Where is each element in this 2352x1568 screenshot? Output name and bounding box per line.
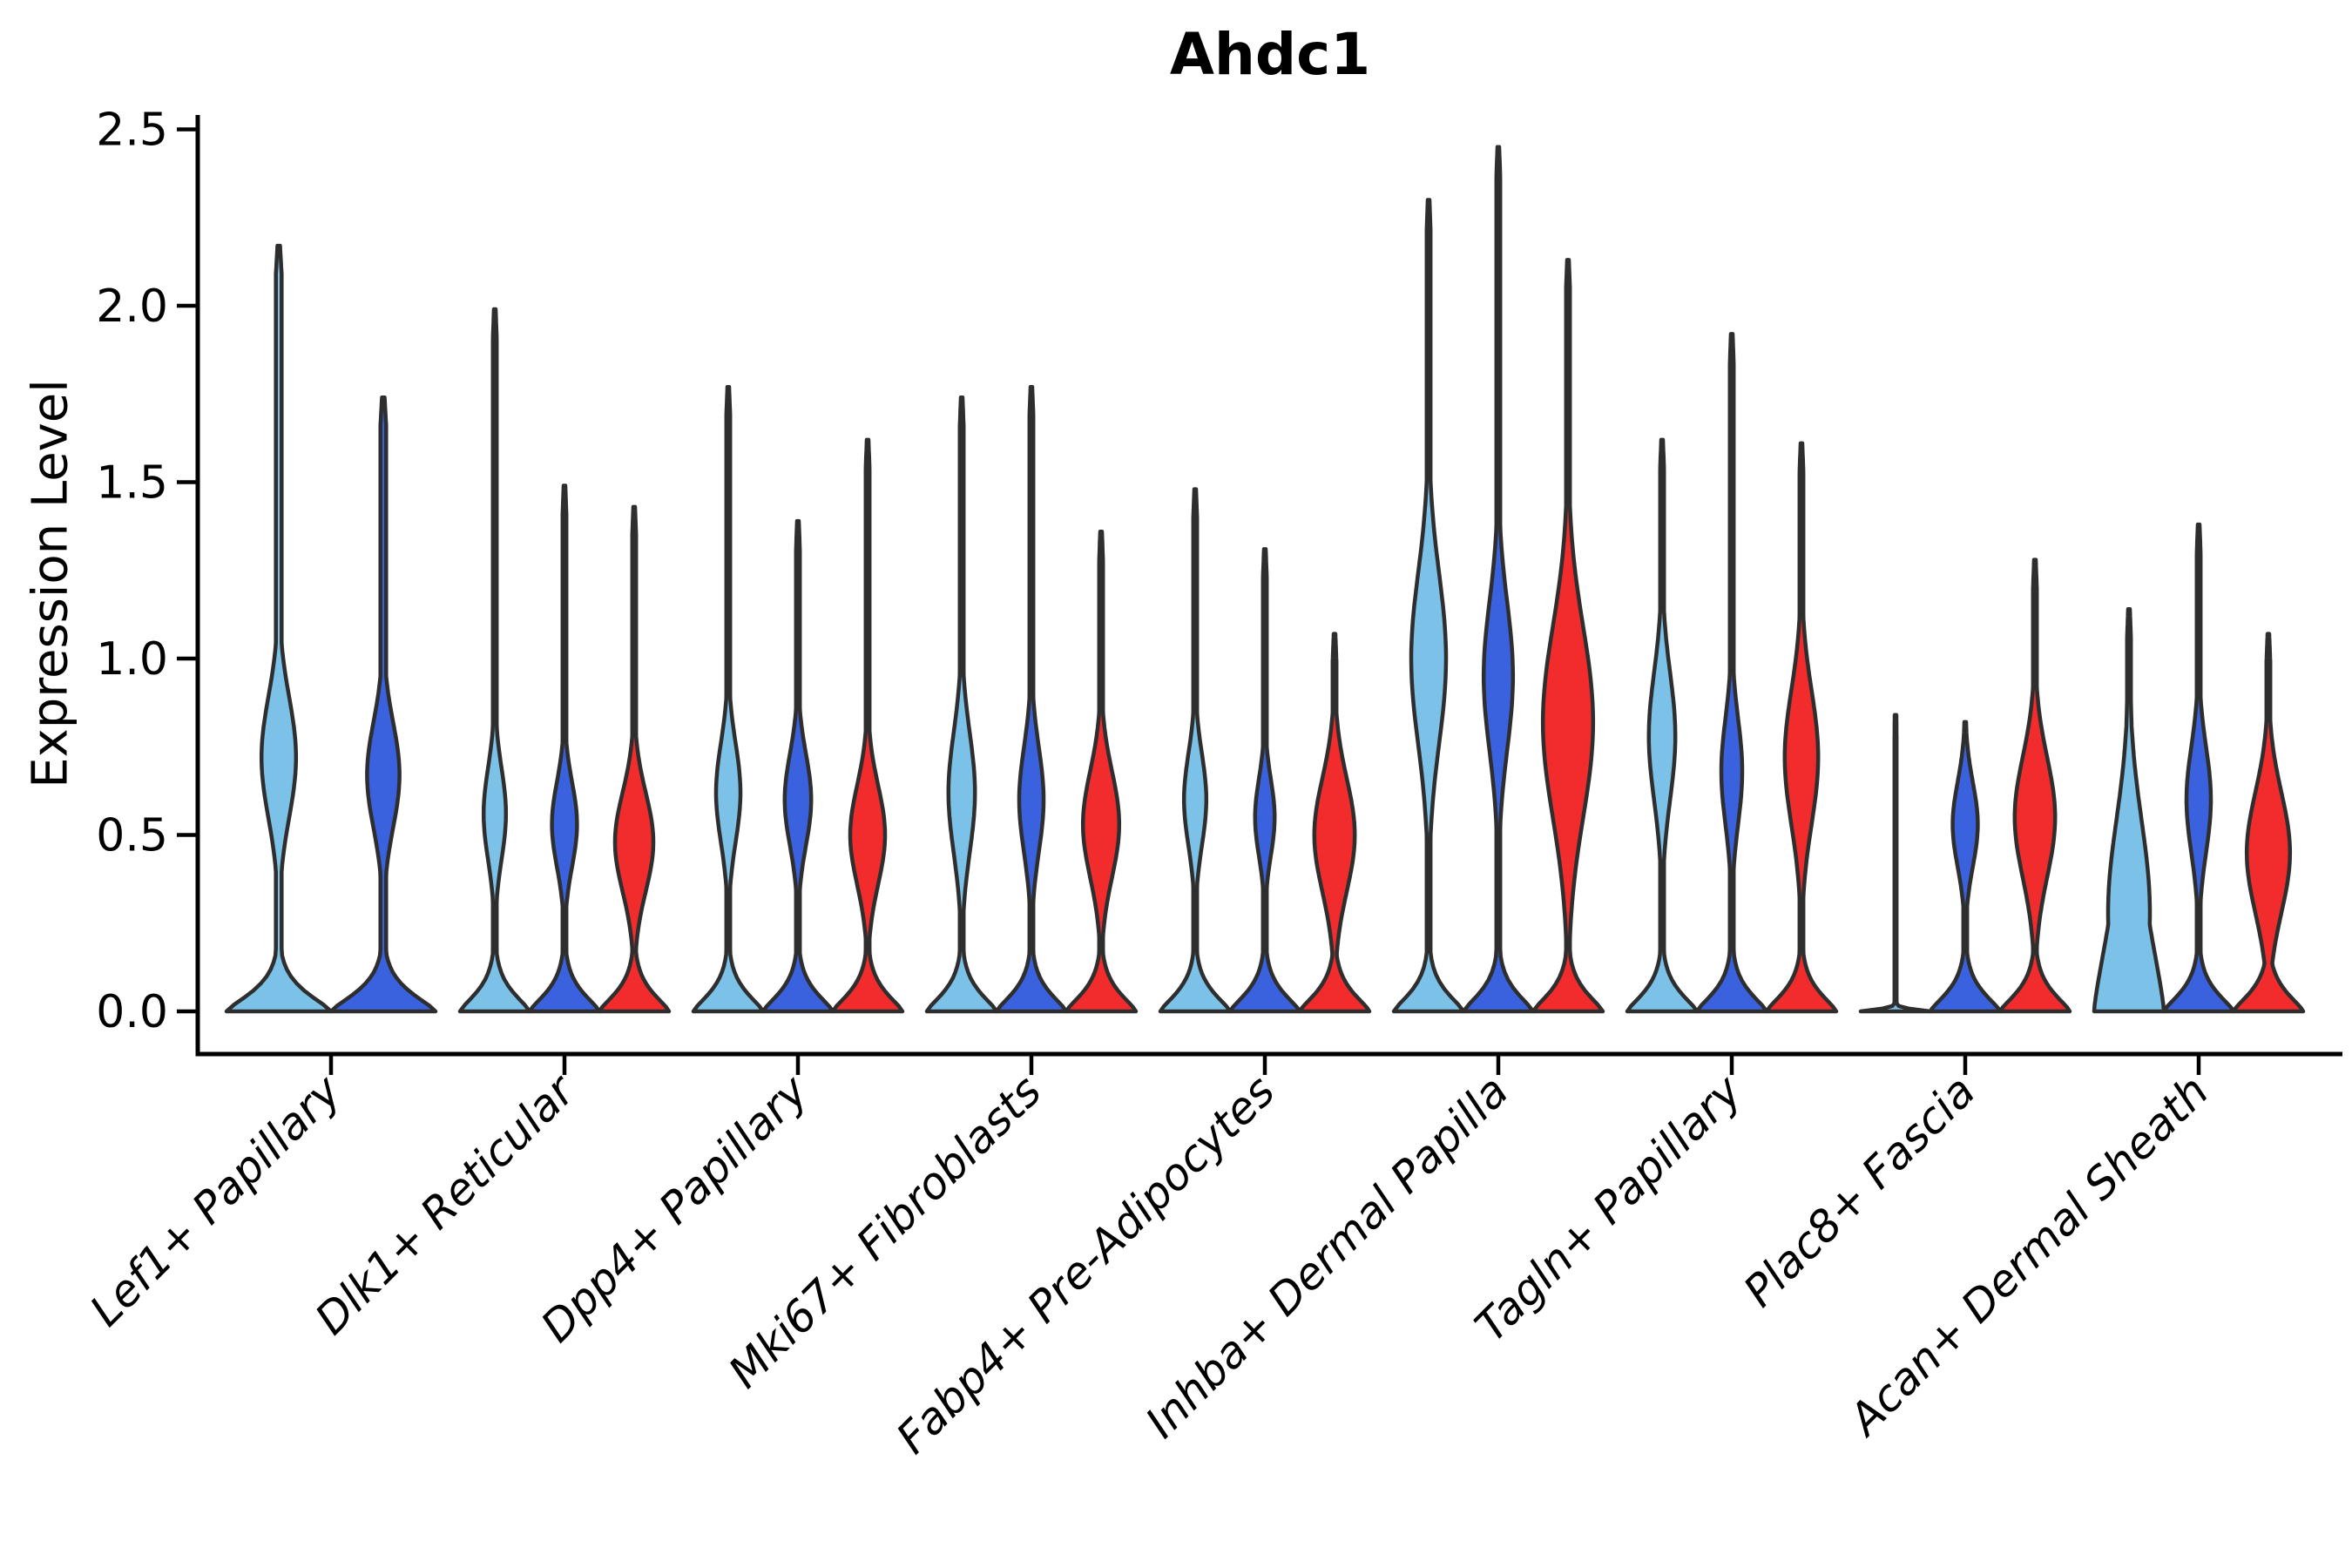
violin-mki67-dark_blue [994,384,1069,1014]
y-tick-label: 0.5 [96,810,168,862]
violin-dpp4-light_blue [691,384,766,1014]
y-axis-title: Expression Level [22,379,79,788]
y-tick-label: 1.0 [96,633,168,686]
chart-title: Ahdc1 [1169,21,1371,88]
violin-fabp4-light_blue [1158,487,1233,1014]
violin-lef1-light_blue [224,243,334,1014]
violin-tagln-dark_blue [1694,332,1769,1014]
x-tick-label: Lef1+ Papillary [80,1064,351,1335]
violin-acan-red [2231,632,2306,1014]
violin-acan-light_blue [2092,607,2166,1014]
violin-dlk1-light_blue [457,307,532,1014]
violin-tagln-light_blue [1625,437,1700,1014]
x-tick-label: Plac8+ Fascia [1734,1065,1985,1316]
violin-dlk1-dark_blue [527,483,602,1014]
violin-dpp4-red [830,437,905,1014]
violin-plac8-light_blue [1858,713,1933,1014]
violin-tagln-red [1764,441,1839,1014]
y-tick-label: 2.0 [96,280,168,333]
violin-acan-dark_blue [2161,522,2236,1014]
violin-inhba-red [1531,258,1605,1014]
violin-fabp4-red [1297,632,1372,1014]
y-tick-label: 2.5 [96,105,168,157]
x-tick-label: Fabp4+ Pre-Adipocytes [887,1065,1285,1463]
violin-fabp4-dark_blue [1227,547,1302,1014]
x-tick-label: Dlk1+ Reticular [306,1064,586,1344]
violin-dpp4-dark_blue [760,518,835,1014]
violin-inhba-light_blue [1391,198,1466,1014]
violin-inhba-dark_blue [1461,145,1536,1014]
violin-dlk1-red [597,504,672,1014]
violin-plac8-red [1997,558,2072,1014]
y-tick-label: 0.0 [96,986,168,1038]
violin-mki67-light_blue [924,395,999,1014]
violin-mki67-red [1064,529,1139,1014]
y-tick-label: 1.5 [96,457,168,510]
violin-lef1-dark_blue [328,395,438,1014]
violin-plac8-dark_blue [1928,720,2003,1014]
